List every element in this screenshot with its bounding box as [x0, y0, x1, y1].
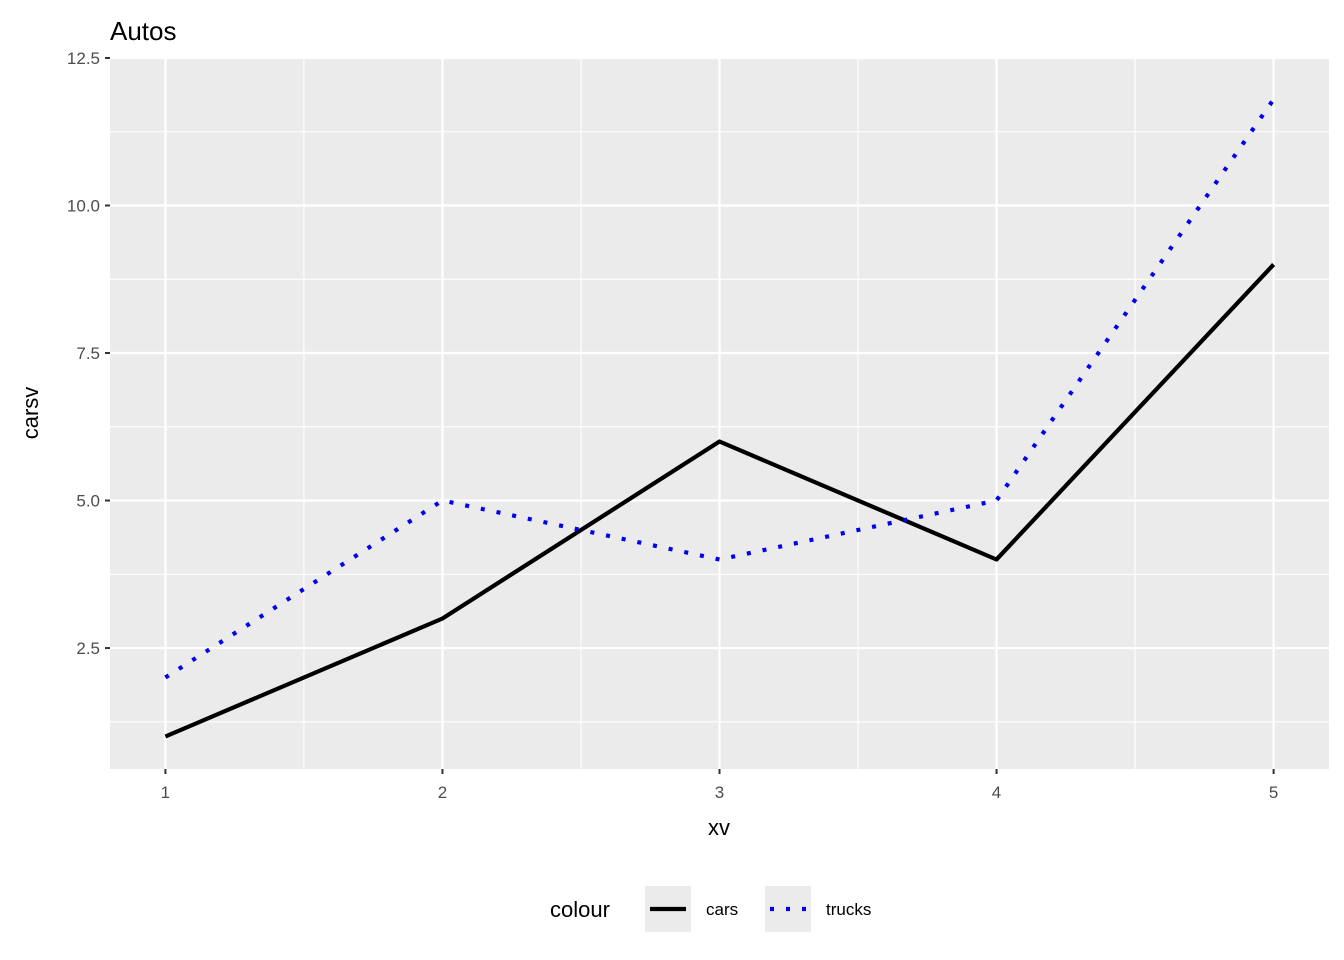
legend-label-trucks: trucks: [826, 900, 871, 919]
x-tick-label: 5: [1269, 783, 1278, 802]
legend-label-cars: cars: [706, 900, 738, 919]
x-tick-label: 1: [161, 783, 170, 802]
major-gridlines: [110, 56, 1329, 769]
y-tick-label: 5.0: [76, 492, 100, 511]
x-axis-title: xv: [708, 815, 730, 840]
x-tick-label: 2: [438, 783, 447, 802]
chart-title: Autos: [110, 16, 177, 46]
y-axis: 2.5 5.0 7.5 10.0 12.5: [67, 49, 110, 658]
y-tick-label: 7.5: [76, 344, 100, 363]
x-axis: 1 2 3 4 5: [161, 769, 1278, 802]
legend-title: colour: [550, 897, 610, 922]
y-tick-label: 12.5: [67, 49, 100, 68]
x-tick-label: 4: [992, 783, 1001, 802]
y-tick-label: 2.5: [76, 639, 100, 658]
y-axis-title: carsv: [18, 387, 43, 440]
legend: colour cars trucks: [550, 886, 871, 932]
series-line-trucks: [164, 98, 1276, 680]
series-line-cars: [164, 263, 1276, 739]
y-tick-label: 10.0: [67, 197, 100, 216]
x-tick-label: 3: [715, 783, 724, 802]
series-lines: [164, 98, 1276, 739]
